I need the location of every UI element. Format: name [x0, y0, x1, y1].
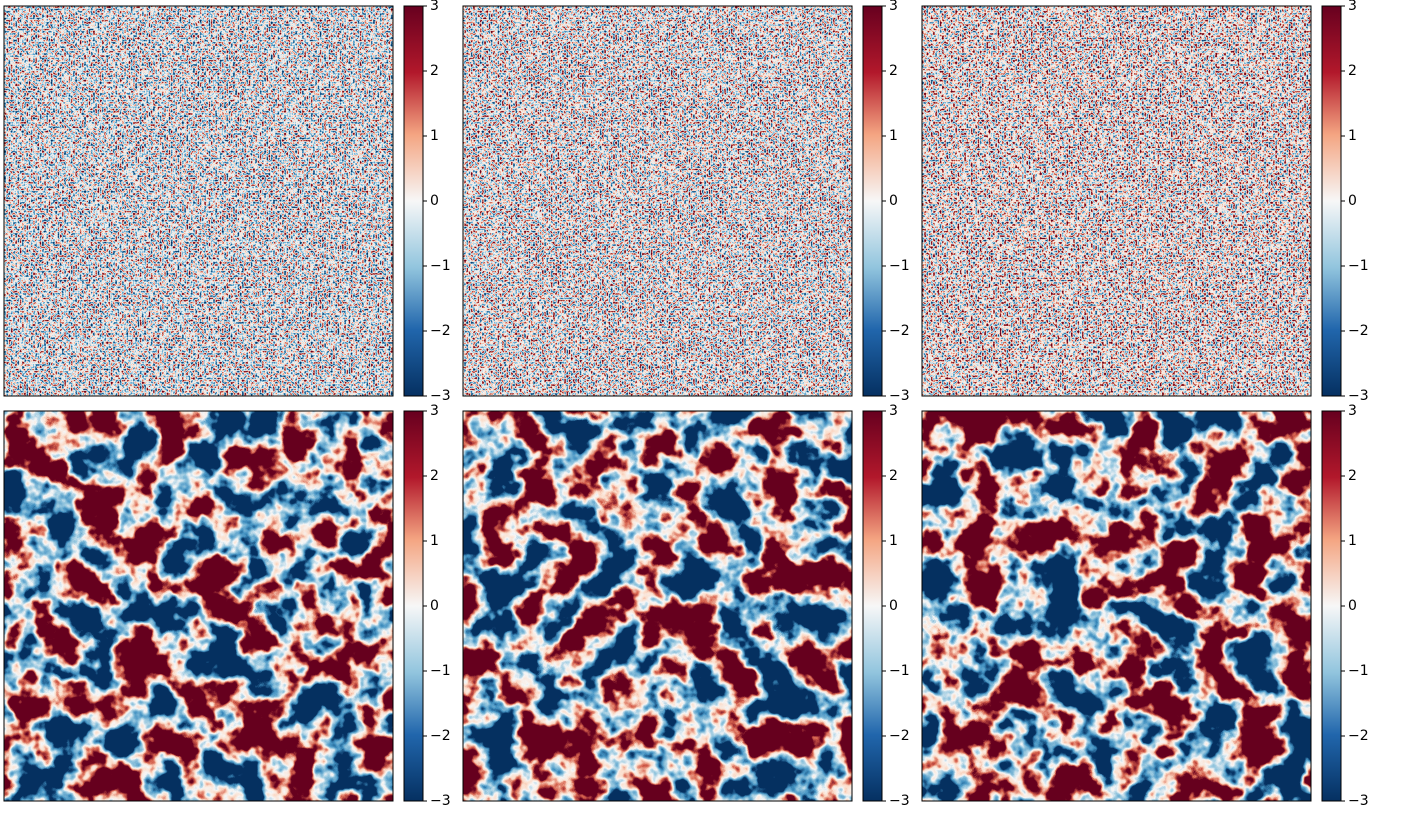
colorbar-tick-label: −1	[889, 663, 910, 679]
colorbar-tick-label: 2	[1348, 468, 1357, 484]
colorbar-tick-label: 1	[889, 533, 898, 549]
colorbar-tick-label: 1	[430, 533, 439, 549]
heatmap-image	[922, 6, 1311, 396]
colorbar-tick-label: 0	[889, 193, 898, 209]
axes-frame	[3, 410, 394, 802]
heatmap-image	[463, 411, 852, 801]
colorbar-tick-label: −2	[889, 323, 910, 339]
colorbar-tick-label: 0	[430, 193, 439, 209]
colorbar-tick-label: 0	[430, 598, 439, 614]
colorbar-tick-label: −2	[1348, 728, 1369, 744]
axes-frame	[3, 5, 394, 397]
colorbar-tick-label: −3	[1348, 793, 1369, 809]
colorbar-tick-label: −3	[430, 388, 451, 404]
colorbar-tick-label: 0	[889, 598, 898, 614]
colorbar-tick-label: 2	[1348, 63, 1357, 79]
colorbar-tick-label: 1	[889, 128, 898, 144]
colorbar-tick-label: −3	[889, 388, 910, 404]
colorbar-tick-label: 2	[889, 468, 898, 484]
colorbar-tick-label: 2	[889, 63, 898, 79]
colorbar-tick-label: −1	[1348, 258, 1369, 274]
colorbar-tick-label: 0	[1348, 598, 1357, 614]
colorbar	[862, 5, 883, 397]
colorbar-tick-label: 3	[889, 403, 898, 419]
heatmap-image	[4, 411, 393, 801]
colorbar-tick-label: 3	[889, 0, 898, 14]
colorbar-tick-label: −1	[1348, 663, 1369, 679]
colorbar-tick-label: −1	[430, 663, 451, 679]
colorbar-tick-label: −3	[430, 793, 451, 809]
colorbar-tick-label: 1	[430, 128, 439, 144]
colorbar-tick-label: −2	[430, 728, 451, 744]
colorbar-tick-label: −2	[889, 728, 910, 744]
axes-frame	[462, 410, 853, 802]
colorbar-tick-label: 1	[1348, 128, 1357, 144]
heatmap-image	[922, 411, 1311, 801]
heatmap-image	[4, 6, 393, 396]
axes-frame	[921, 410, 1312, 802]
colorbar-tick-label: 0	[1348, 193, 1357, 209]
colorbar-tick-label: −1	[889, 258, 910, 274]
colorbar-tick-label: 3	[430, 403, 439, 419]
heatmap-image	[463, 6, 852, 396]
colorbar	[403, 410, 424, 802]
colorbar-tick-label: 3	[1348, 0, 1357, 14]
colorbar-tick-label: 2	[430, 63, 439, 79]
axes-frame	[921, 5, 1312, 397]
colorbar-tick-label: 2	[430, 468, 439, 484]
colorbar	[1321, 5, 1342, 397]
colorbar-tick-label: 3	[430, 0, 439, 14]
colorbar	[862, 410, 883, 802]
colorbar-tick-label: −2	[430, 323, 451, 339]
colorbar-tick-label: 3	[1348, 403, 1357, 419]
colorbar-tick-label: −2	[1348, 323, 1369, 339]
colorbar-tick-label: −1	[430, 258, 451, 274]
colorbar-tick-label: −3	[889, 793, 910, 809]
colorbar	[403, 5, 424, 397]
colorbar-tick-label: −3	[1348, 388, 1369, 404]
colorbar-tick-label: 1	[1348, 533, 1357, 549]
axes-frame	[462, 5, 853, 397]
colorbar	[1321, 410, 1342, 802]
